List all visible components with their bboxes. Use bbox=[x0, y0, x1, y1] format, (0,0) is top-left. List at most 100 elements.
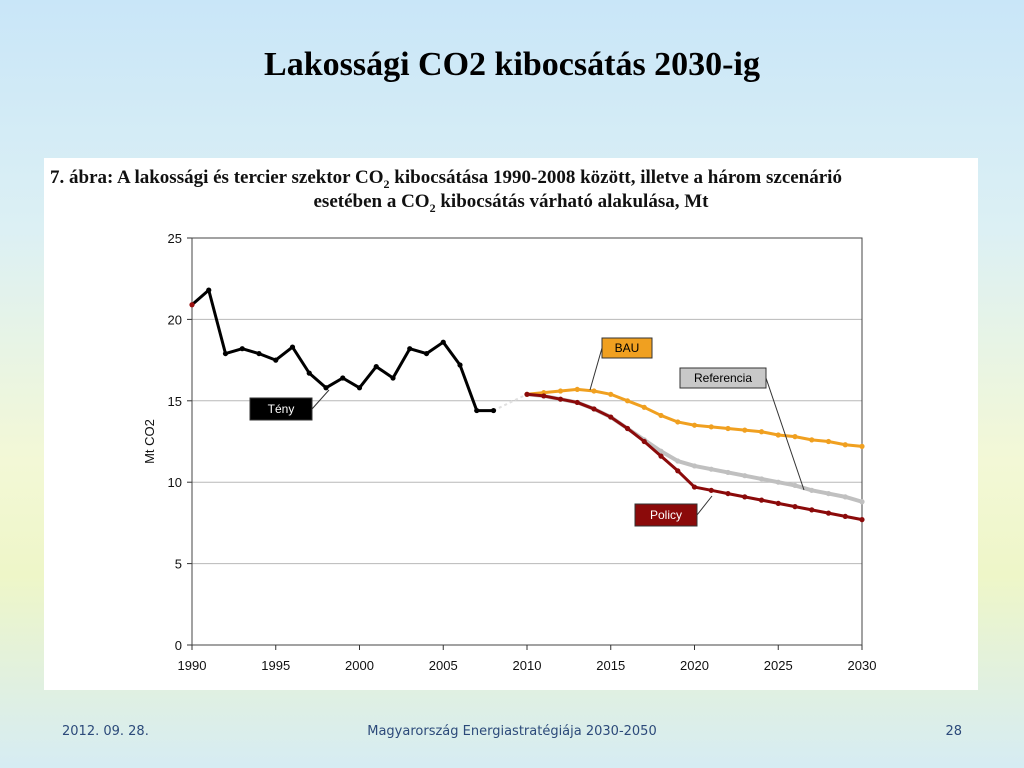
data-point bbox=[792, 504, 798, 510]
y-tick-label: 20 bbox=[168, 312, 182, 327]
caption-text: kibocsátása 1990-2008 között, illetve a … bbox=[389, 167, 842, 188]
data-point bbox=[574, 399, 580, 406]
y-tick-label: 25 bbox=[168, 231, 182, 246]
data-point bbox=[859, 517, 865, 523]
x-tick-label: 2000 bbox=[345, 658, 374, 673]
data-point bbox=[842, 442, 848, 448]
data-point bbox=[658, 448, 664, 454]
data-point bbox=[206, 287, 212, 293]
series-label-box bbox=[634, 503, 698, 527]
callout-line bbox=[696, 495, 713, 516]
data-point bbox=[725, 490, 731, 497]
page-number: 28 bbox=[945, 724, 962, 739]
x-tick-label: 2015 bbox=[596, 658, 625, 673]
data-point bbox=[825, 438, 832, 445]
data-point bbox=[356, 385, 363, 391]
data-point bbox=[758, 497, 765, 503]
data-point bbox=[440, 339, 446, 345]
data-point bbox=[239, 346, 245, 352]
data-point bbox=[624, 398, 631, 404]
data-point bbox=[273, 357, 279, 363]
data-point bbox=[825, 490, 832, 497]
data-point bbox=[323, 385, 329, 391]
data-point bbox=[675, 468, 681, 474]
data-point bbox=[758, 429, 765, 435]
series-label: Policy bbox=[650, 508, 682, 522]
plot-area bbox=[191, 237, 863, 646]
slide-title: Lakossági CO2 kibocsátás 2030-ig bbox=[264, 46, 760, 83]
data-point bbox=[557, 388, 564, 394]
data-point bbox=[557, 396, 564, 402]
caption-text: 7. ábra: A lakossági és tercier szektor … bbox=[50, 167, 384, 188]
data-point bbox=[524, 391, 530, 397]
data-point bbox=[658, 453, 664, 459]
caption-text: esetében a CO bbox=[313, 191, 430, 212]
data-point bbox=[842, 513, 848, 519]
data-point bbox=[708, 424, 714, 430]
data-point bbox=[591, 388, 597, 394]
data-point bbox=[742, 494, 748, 500]
data-point bbox=[792, 434, 798, 440]
data-point bbox=[725, 425, 731, 432]
y-tick-label: 0 bbox=[175, 638, 182, 653]
x-tick-label: 2010 bbox=[513, 658, 542, 673]
series-line-policy bbox=[526, 392, 863, 522]
caption-text: kibocsátás várható alakulása, Mt bbox=[435, 191, 709, 212]
figure-caption-line2: esetében a CO2 kibocsátás várható alakul… bbox=[44, 190, 978, 220]
data-point bbox=[641, 438, 647, 445]
data-point bbox=[457, 362, 463, 368]
data-point bbox=[289, 344, 296, 350]
data-point bbox=[691, 484, 698, 490]
x-tick-label: 2030 bbox=[848, 658, 877, 673]
data-point bbox=[859, 443, 865, 449]
footer-date: 2012. 09. 28. bbox=[62, 724, 149, 739]
data-point bbox=[809, 487, 815, 493]
y-tick-label: 15 bbox=[168, 394, 182, 409]
x-tick-label: 2005 bbox=[429, 658, 458, 673]
data-point bbox=[574, 386, 580, 393]
data-point bbox=[407, 346, 413, 352]
x-tick-label: 2020 bbox=[680, 658, 709, 673]
data-point bbox=[792, 482, 798, 489]
series-label: BAU bbox=[615, 341, 640, 355]
data-point bbox=[691, 463, 698, 469]
data-point bbox=[608, 391, 614, 397]
data-point bbox=[675, 419, 681, 425]
series-bridge bbox=[493, 393, 528, 412]
data-point bbox=[306, 370, 312, 376]
data-point bbox=[641, 404, 647, 410]
data-point bbox=[842, 494, 848, 500]
data-point bbox=[758, 476, 765, 482]
caption-subscript: 2 bbox=[383, 176, 390, 191]
data-point bbox=[591, 406, 597, 412]
data-point bbox=[809, 507, 815, 513]
x-tick-label: 1995 bbox=[261, 658, 290, 673]
y-tick-label: 10 bbox=[168, 475, 182, 490]
figure-caption-line1: 7. ábra: A lakossági és tercier szektor … bbox=[50, 166, 984, 196]
data-point bbox=[708, 487, 714, 493]
series-label-box bbox=[601, 337, 653, 359]
data-point bbox=[775, 432, 781, 438]
y-axis-label: Mt CO2 bbox=[142, 419, 157, 464]
data-point bbox=[373, 364, 379, 370]
data-point bbox=[256, 350, 262, 357]
data-point bbox=[474, 407, 480, 414]
data-point bbox=[809, 437, 815, 443]
data-point bbox=[222, 350, 229, 357]
data-point bbox=[390, 375, 396, 381]
data-point bbox=[725, 469, 731, 476]
footer-title: Magyarország Energiastratégiája 2030-205… bbox=[367, 724, 657, 739]
data-point bbox=[624, 425, 631, 432]
series-label-box bbox=[679, 367, 767, 389]
series-label-box bbox=[249, 397, 313, 421]
data-point bbox=[658, 412, 664, 419]
data-point bbox=[742, 473, 748, 479]
chart-panel: 7. ábra: A lakossági és tercier szektor … bbox=[44, 158, 978, 690]
data-point bbox=[691, 422, 698, 428]
series-label: Referencia bbox=[694, 371, 752, 385]
data-point bbox=[825, 510, 832, 516]
x-tick-label: 2025 bbox=[764, 658, 793, 673]
data-point bbox=[708, 466, 714, 472]
data-point bbox=[490, 407, 497, 414]
